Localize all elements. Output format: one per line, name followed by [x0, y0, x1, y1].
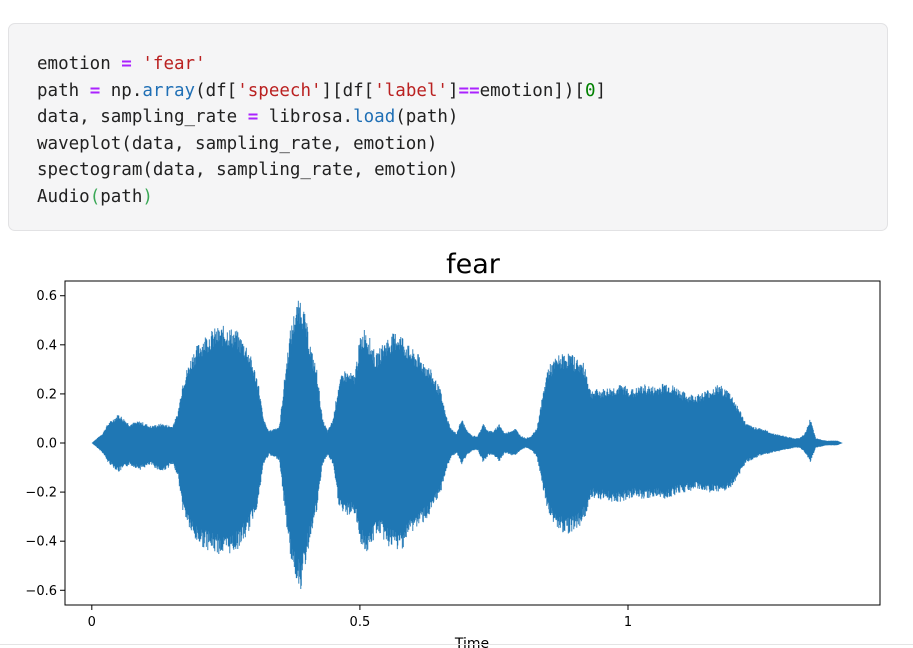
- code-token: ): [142, 186, 153, 207]
- code-line: emotion = 'fear': [37, 54, 206, 74]
- x-tick-label: 0.5: [350, 615, 371, 630]
- code-token: =: [247, 107, 259, 128]
- chart-title: fear: [446, 249, 501, 280]
- y-tick-label: 0.6: [36, 289, 57, 304]
- code-cell[interactable]: emotion = 'fear' path = np.array(df['spe…: [8, 23, 888, 231]
- y-tick-label: 0.0: [36, 437, 57, 452]
- y-axis: −0.6 −0.4 −0.2 0.0 0.2 0.4 0.6: [25, 289, 65, 599]
- code-line: spectogram(data, sampling_rate, emotion): [37, 160, 458, 180]
- code-token: (df[: [195, 80, 238, 101]
- waveplot-chart: fear 0 0.5 1 −0.6−0.4−0.20.00.20.40.6 Time: [25, 249, 881, 648]
- code-token: emotion])[: [479, 80, 585, 101]
- code-line: waveplot(data, sampling_rate, emotion): [37, 134, 437, 154]
- code-token: Audio: [37, 186, 90, 207]
- y-tick-label: −0.6: [25, 584, 57, 599]
- code-token: librosa.: [258, 107, 354, 128]
- code-token: 'label': [374, 80, 448, 101]
- code-token: 'speech': [237, 80, 322, 101]
- code-token: (: [89, 186, 101, 207]
- code-line: path = np.array(df['speech'][df['label']…: [37, 81, 606, 101]
- code-token: spectogram(data, sampling_rate, emotion): [37, 160, 459, 181]
- x-axis-label: Time: [454, 636, 489, 648]
- code-line: Audio(path): [37, 187, 153, 207]
- code-token: ==: [458, 80, 480, 101]
- x-tick-label: 1: [624, 615, 632, 630]
- code-line: data, sampling_rate = librosa.load(path): [37, 107, 458, 127]
- y-tick-label: −0.4: [25, 535, 57, 550]
- code-token: path: [100, 186, 143, 207]
- code-token: load: [353, 107, 396, 128]
- x-axis: 0 0.5 1: [88, 605, 632, 630]
- code-token: =: [89, 80, 101, 101]
- code-token: path: [37, 80, 90, 101]
- y-tick-label: 0.4: [36, 338, 57, 353]
- code-token: array: [142, 80, 196, 101]
- y-tick-label: −0.2: [25, 486, 57, 501]
- code-token: 0: [584, 80, 596, 101]
- waveform-line: [91, 300, 843, 589]
- code-token: ][df[: [321, 80, 375, 101]
- code-token: ]: [595, 80, 607, 101]
- code-token: data, sampling_rate: [37, 107, 248, 128]
- code-editor[interactable]: emotion = 'fear' path = np.array(df['spe…: [37, 51, 606, 211]
- cell-output: fear 0 0.5 1 −0.6 −0.4 −0.2 0.0 0.2 0.4 0.6 Time: [0, 236, 913, 648]
- code-token: (path): [395, 107, 459, 128]
- code-token: [132, 54, 143, 74]
- x-tick-label: 0: [88, 615, 96, 630]
- waveform-series: [91, 300, 843, 589]
- output-divider: [0, 644, 913, 645]
- code-token: =: [121, 54, 132, 74]
- y-tick-label: 0.2: [36, 387, 57, 402]
- code-token: emotion: [37, 54, 122, 74]
- code-token: waveplot(data, sampling_rate, emotion): [37, 133, 438, 154]
- code-token: np.: [100, 80, 143, 101]
- code-token: ]: [447, 80, 459, 101]
- code-token: 'fear': [142, 54, 206, 74]
